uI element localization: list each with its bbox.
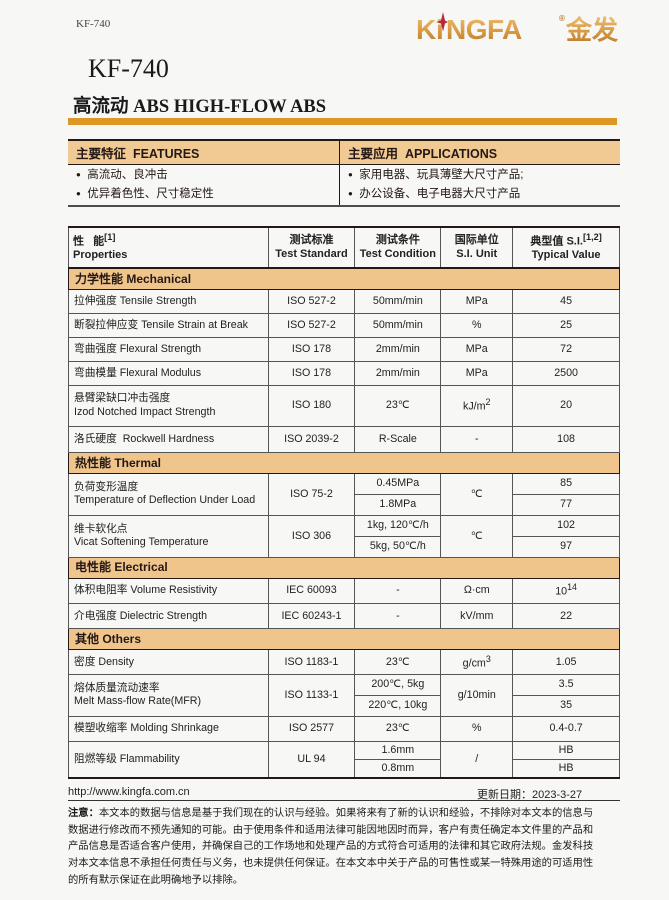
svg-text:K: K (416, 14, 436, 45)
svg-text:NGFA: NGFA (446, 14, 522, 45)
svg-text:®: ® (559, 14, 565, 23)
svg-text:金发: 金发 (565, 15, 618, 45)
